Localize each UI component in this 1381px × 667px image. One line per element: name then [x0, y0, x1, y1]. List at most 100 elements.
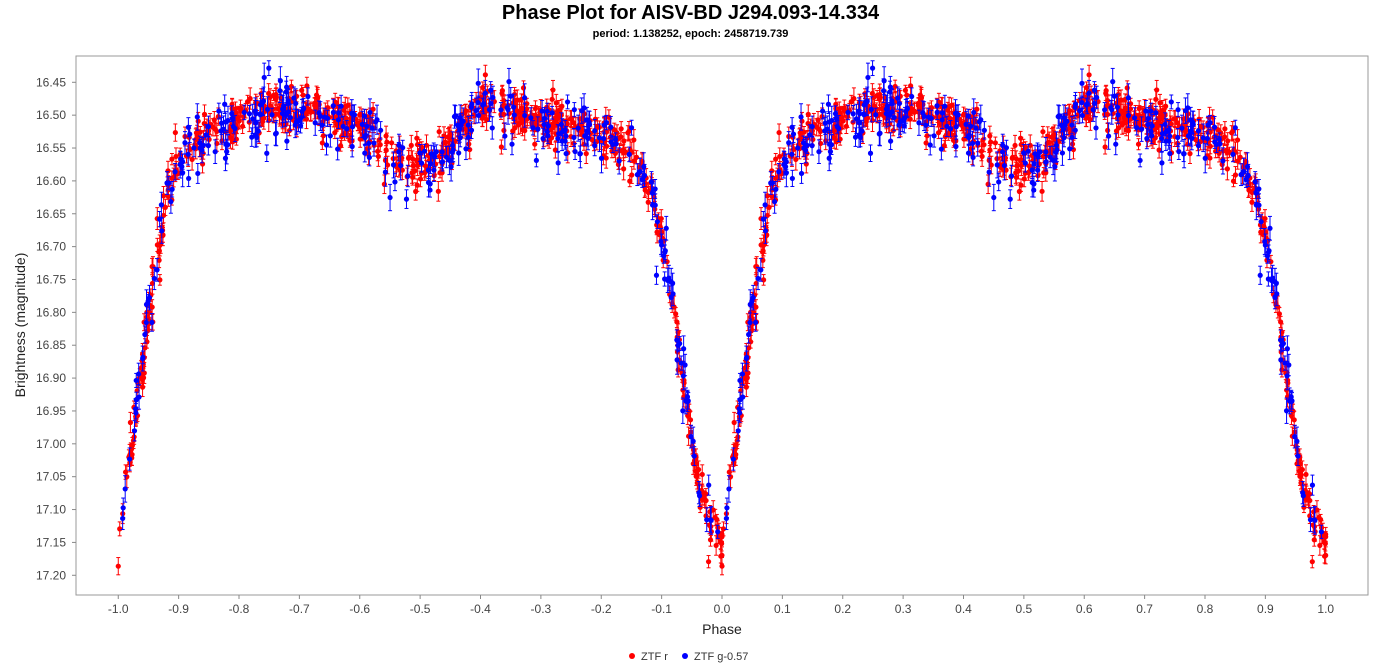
- x-tick-label: 0.3: [895, 602, 912, 616]
- data-point: [389, 140, 395, 146]
- data-point: [1183, 128, 1189, 134]
- data-point: [384, 162, 391, 168]
- data-point: [375, 153, 381, 159]
- y-tick-label: 17.05: [36, 470, 66, 484]
- data-point: [501, 127, 507, 134]
- data-point: [1103, 88, 1109, 94]
- data-point: [1154, 87, 1160, 93]
- data-point: [122, 469, 129, 475]
- data-point: [705, 559, 712, 565]
- data-point: [1235, 158, 1241, 164]
- data-point: [414, 135, 420, 141]
- y-axis: 16.45 16.50 16.55 16.60 16.65 16.70 16.75 16.80…: [36, 75, 76, 582]
- data-point: [631, 137, 637, 143]
- data-point: [564, 121, 570, 127]
- data-point: [1195, 138, 1201, 144]
- data-point: [946, 104, 952, 110]
- data-point: [375, 148, 381, 154]
- data-point: [1163, 103, 1169, 109]
- data-point: [319, 140, 325, 146]
- data-point: [659, 229, 665, 235]
- data-point: [1168, 121, 1174, 127]
- data-point: [409, 170, 415, 176]
- data-point: [1309, 559, 1315, 565]
- data-point: [1232, 172, 1239, 178]
- data-point: [1311, 509, 1317, 515]
- data-point: [410, 174, 416, 180]
- data-point: [139, 384, 146, 390]
- data-point: [498, 144, 504, 150]
- data-point: [988, 162, 994, 168]
- data-point: [928, 104, 935, 111]
- x-tick-label: -0.5: [410, 602, 431, 616]
- data-point: [627, 178, 633, 184]
- data-point: [405, 155, 412, 161]
- x-tick-label: 0.8: [1197, 602, 1214, 616]
- data-point: [1317, 542, 1323, 549]
- data-point: [1135, 141, 1142, 147]
- data-point: [1225, 138, 1231, 144]
- data-point: [1014, 163, 1020, 169]
- x-tick-label: -0.4: [470, 602, 491, 616]
- data-point: [1291, 417, 1297, 423]
- data-point: [1086, 72, 1092, 78]
- data-point: [522, 128, 528, 134]
- data-point: [1017, 135, 1024, 141]
- data-point: [604, 129, 610, 135]
- data-point: [1187, 151, 1193, 157]
- data-point: [1224, 166, 1230, 172]
- y-tick-label: 16.75: [36, 272, 66, 286]
- data-point: [1113, 128, 1120, 134]
- data-point: [1039, 188, 1045, 194]
- data-point: [1021, 176, 1027, 182]
- x-tick-label: -0.3: [531, 602, 552, 616]
- y-tick-label: 16.50: [36, 108, 66, 122]
- x-tick-label: 0.0: [714, 602, 731, 616]
- data-point: [169, 156, 175, 162]
- y-tick-label: 16.70: [36, 240, 66, 254]
- data-point: [1321, 553, 1328, 559]
- data-point: [1102, 144, 1108, 150]
- data-point: [436, 129, 442, 135]
- data-point: [211, 117, 217, 123]
- data-point: [532, 141, 538, 147]
- data-point: [750, 309, 756, 316]
- data-point: [408, 142, 414, 149]
- data-point: [697, 504, 703, 510]
- data-point: [1230, 178, 1237, 184]
- data-point: [410, 163, 416, 169]
- data-point: [776, 129, 782, 136]
- data-point: [1322, 541, 1328, 547]
- data-point: [127, 419, 134, 426]
- data-point: [532, 105, 539, 112]
- data-point: [1105, 127, 1111, 134]
- data-point: [606, 114, 612, 120]
- data-point: [987, 133, 993, 139]
- data-point: [674, 319, 680, 325]
- data-point: [160, 193, 167, 199]
- data-point: [583, 151, 589, 157]
- data-point: [553, 100, 559, 106]
- data-point: [413, 188, 419, 195]
- data-point: [1317, 516, 1324, 523]
- y-tick-label: 16.95: [36, 404, 66, 418]
- data-point: [978, 148, 985, 154]
- data-point: [743, 384, 749, 390]
- data-point: [618, 126, 624, 132]
- x-axis: -1.0 -0.9 -0.8 -0.7 -0.6 -0.5 -0.4 -0.3 -0.2 -0.1…: [108, 595, 1334, 616]
- data-point: [726, 469, 732, 475]
- data-point: [753, 280, 759, 287]
- data-point: [417, 176, 424, 182]
- data-point: [266, 117, 272, 124]
- y-tick-label: 16.65: [36, 207, 66, 221]
- data-point: [654, 229, 660, 235]
- data-point: [1258, 229, 1264, 235]
- data-point: [594, 124, 600, 130]
- data-point: [230, 139, 236, 145]
- data-point: [579, 128, 586, 134]
- data-point: [773, 156, 779, 162]
- data-point: [869, 117, 876, 124]
- data-point: [510, 128, 516, 134]
- x-tick-label: 0.1: [774, 602, 791, 616]
